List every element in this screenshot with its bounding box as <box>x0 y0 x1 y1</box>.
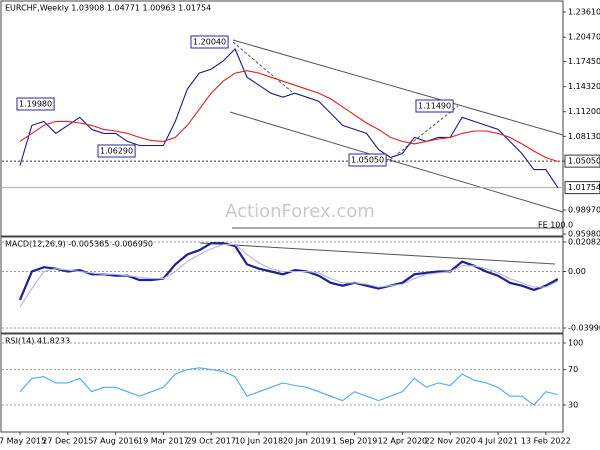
annotation-box <box>190 35 229 49</box>
channel-lower <box>229 111 564 213</box>
x-tick-label: 7 Aug 2016 <box>93 437 139 446</box>
series-line <box>19 48 559 188</box>
annotation-box <box>16 97 55 111</box>
current-price-label: 1.01754 <box>568 183 600 192</box>
y-tick-label: 1.23610 <box>568 8 600 17</box>
divergence-line <box>199 242 556 265</box>
y-tick-box <box>564 154 600 168</box>
series-line <box>19 367 558 406</box>
y-tick-label: 0.98970 <box>568 205 600 214</box>
x-tick-label: 17 May 2015 <box>0 437 46 446</box>
y-tick-label: 0.020822 <box>568 238 600 247</box>
x-tick-label: 27 Dec 2015 <box>42 437 93 446</box>
rsi-panel <box>0 333 564 433</box>
annotation-box <box>415 99 454 113</box>
x-tick-label: 19 Mar 2017 <box>138 437 189 446</box>
annotation: FE 100.0 <box>538 221 573 230</box>
x-tick-label: 10 Jun 2018 <box>235 437 283 446</box>
y-tick-label: 1.14320 <box>568 82 600 91</box>
annotation: 1.05050 <box>351 156 384 165</box>
x-tick-label: 22 Nov 2020 <box>425 437 476 446</box>
macd-panel <box>0 236 564 334</box>
price-panel <box>0 0 564 237</box>
annotation: 1.19980 <box>19 100 52 109</box>
projection-line <box>389 105 459 161</box>
panel-title: RSI(14) 41.8233 <box>5 337 70 346</box>
y-tick-label: 1.05050 <box>568 157 600 166</box>
y-tick-label: -0.039903 <box>568 324 600 333</box>
y-tick-label: 1.20470 <box>568 33 600 42</box>
series-line <box>19 244 559 308</box>
annotation-box <box>348 153 387 167</box>
watermark: ActionForex.com <box>225 201 375 222</box>
current-price-box <box>564 181 600 195</box>
y-tick-label: 1.08130 <box>568 132 600 141</box>
x-tick-label: 12 Apr 2020 <box>378 437 427 446</box>
y-tick-label: 70 <box>568 365 578 374</box>
x-tick-label: 20 Jan 2019 <box>283 437 331 446</box>
channel-upper <box>232 39 564 136</box>
annotation: 1.20040 <box>193 38 226 47</box>
y-tick-label: 30 <box>568 401 578 410</box>
panel-title: EURCHF,Weekly 1.03908 1.04771 1.00963 1.… <box>5 4 211 13</box>
y-tick-label: 0.95980 <box>568 230 600 239</box>
y-tick-label: 0.00 <box>568 267 586 276</box>
series-line <box>18 242 559 301</box>
projection-line <box>232 41 293 93</box>
y-tick-label: 100 <box>568 339 583 348</box>
x-tick-label: 4 Jul 2021 <box>478 437 518 446</box>
annotation-box <box>97 144 136 158</box>
annotation: 1.06290 <box>100 147 133 156</box>
y-tick-label: 1.17450 <box>568 57 600 66</box>
y-tick-label: 1.11200 <box>568 107 600 116</box>
annotation: 1.11490 <box>418 102 451 111</box>
x-tick-label: 1 Sep 2019 <box>332 437 378 446</box>
series-line <box>19 70 558 163</box>
panel-title: MACD(12,26,9) -0.005365 -0.006950 <box>5 240 153 249</box>
x-tick-label: 13 Feb 2022 <box>521 437 571 446</box>
x-tick-label: 29 Oct 2017 <box>186 437 235 446</box>
